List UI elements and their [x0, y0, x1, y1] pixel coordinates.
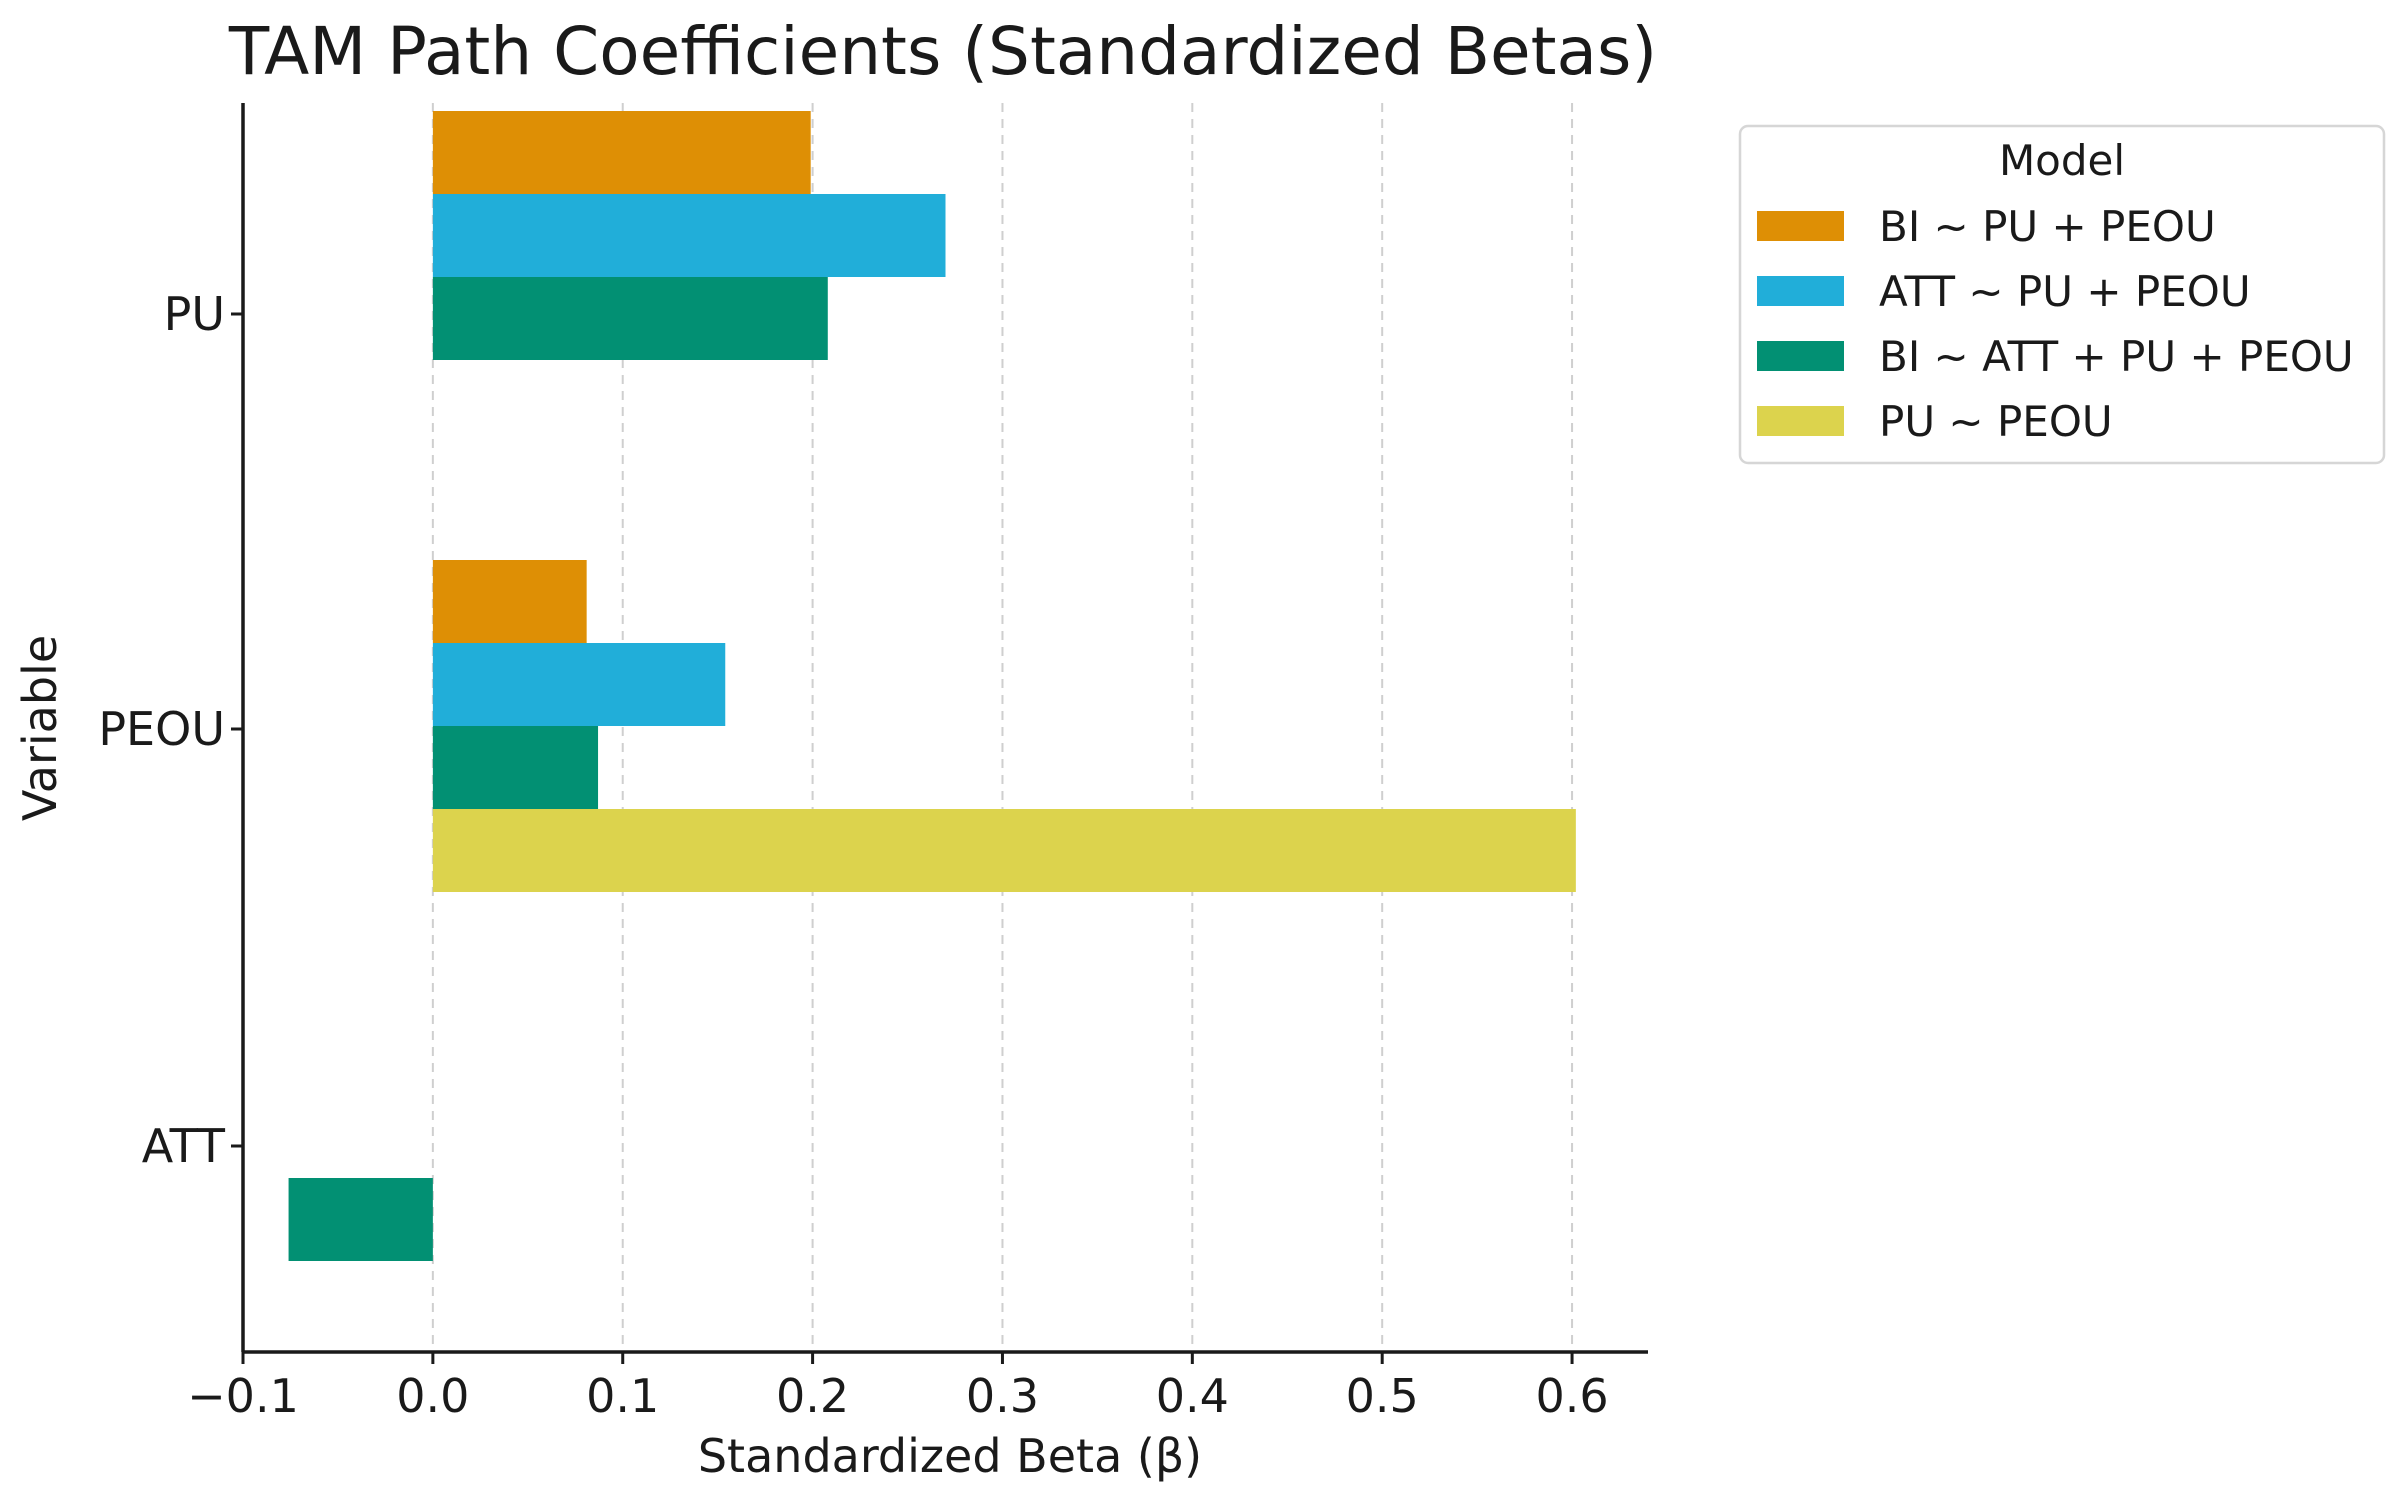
chart-title: TAM Path Coefficients (Standardized Beta… [228, 13, 1657, 90]
legend-entry-label: BI ~ ATT + PU + PEOU [1879, 332, 2354, 381]
legend-swatch [1757, 276, 1844, 306]
bar [432, 194, 946, 277]
x-tick-label: −0.1 [187, 1369, 299, 1423]
y-tick-label: PEOU [98, 702, 225, 756]
legend-entry-label: ATT ~ PU + PEOU [1879, 267, 2251, 316]
bar [432, 277, 828, 360]
legend: Model BI ~ PU + PEOU ATT ~ PU + PEOU BI ~ … [1738, 124, 2386, 465]
legend-swatch [1757, 341, 1844, 371]
legend-swatch [1757, 211, 1844, 241]
bar [432, 726, 599, 809]
bar [432, 643, 726, 726]
x-tick-label: 0.4 [1156, 1369, 1229, 1423]
x-tick-label: 0.6 [1535, 1369, 1608, 1423]
x-tick-label: 0.1 [586, 1369, 659, 1423]
y-tick-label: ATT [142, 1119, 226, 1173]
legend-frame [1738, 124, 2386, 465]
x-tick-label: 0.0 [396, 1369, 469, 1423]
x-tick-label: 0.2 [776, 1369, 849, 1423]
bar [432, 560, 587, 643]
bar [288, 1178, 433, 1261]
plot-area: −0.1 0.0 0.1 0.2 0.3 0.4 0.5 0.6 PU PEOU ATT [98, 103, 1648, 1423]
x-tick-label: 0.5 [1346, 1369, 1419, 1423]
legend-swatch [1757, 406, 1844, 436]
x-tick-label: 0.3 [966, 1369, 1039, 1423]
bar [432, 809, 1576, 892]
legend-title: Model [1999, 136, 2125, 185]
legend-entry-label: BI ~ PU + PEOU [1879, 202, 2216, 251]
legend-entry-label: PU ~ PEOU [1879, 397, 2113, 446]
x-axis-label: Standardized Beta (β) [698, 1429, 1202, 1483]
y-axis-label: Variable [13, 635, 67, 821]
bar [432, 111, 811, 194]
y-tick-label: PU [164, 287, 225, 341]
